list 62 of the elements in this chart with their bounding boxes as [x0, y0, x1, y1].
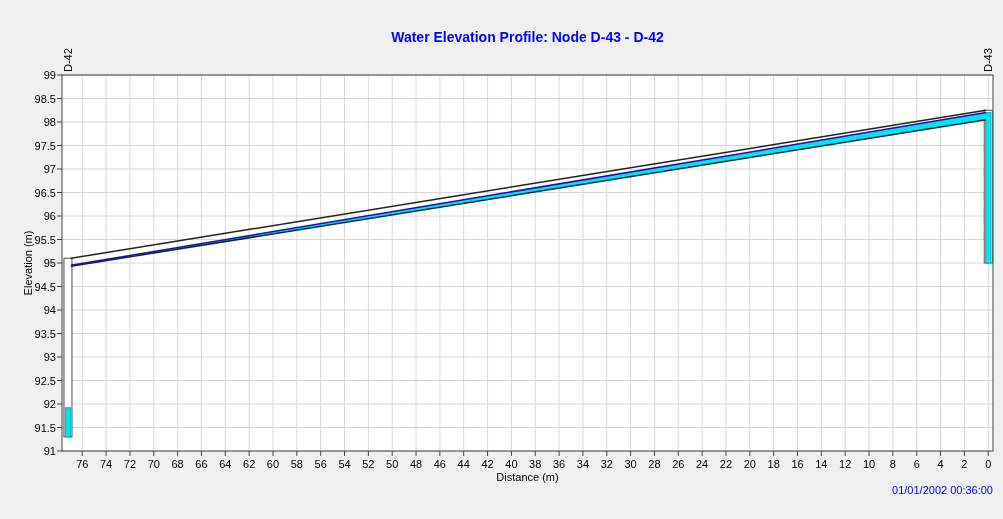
- x-tick-label: 48: [409, 458, 423, 470]
- chart-title: Water Elevation Profile: Node D-43 - D-42: [391, 29, 664, 45]
- x-tick-label: 64: [219, 458, 232, 470]
- x-tick-label: 44: [457, 458, 470, 470]
- x-tick-label: 62: [243, 458, 256, 470]
- x-tick-label: 2: [961, 458, 968, 470]
- y-tick-label: 99: [43, 69, 56, 81]
- x-tick-label: 28: [648, 458, 661, 470]
- x-tick-label: 76: [76, 458, 89, 470]
- x-tick-label: 68: [171, 458, 184, 470]
- x-tick-label: 42: [481, 458, 494, 470]
- y-tick-label: 98.5: [34, 92, 56, 105]
- y-tick-label: 94.5: [34, 280, 56, 293]
- x-tick-label: 50: [386, 458, 399, 470]
- x-tick-label: 32: [600, 458, 613, 470]
- x-tick-label: 20: [743, 458, 756, 470]
- x-tick-label: 66: [195, 458, 208, 470]
- x-tick-label: 30: [624, 458, 637, 470]
- y-axis-title: Elevation (m): [22, 230, 34, 296]
- x-tick-label: 14: [815, 458, 828, 470]
- x-tick-label: 60: [266, 458, 280, 470]
- y-tick-label: 92.5: [34, 374, 56, 387]
- x-tick-label: 26: [672, 458, 685, 470]
- x-tick-label: 8: [889, 458, 896, 470]
- y-tick-label: 92: [43, 398, 56, 410]
- x-tick-label: 0: [985, 458, 992, 470]
- y-tick-label: 98: [43, 116, 56, 128]
- x-tick-label: 58: [290, 458, 303, 470]
- x-tick-label: 12: [839, 458, 852, 470]
- y-tick-label: 93.5: [34, 327, 56, 340]
- y-tick-label: 95.5: [34, 233, 56, 246]
- x-tick-label: 54: [338, 458, 351, 470]
- text: D-42: [61, 48, 74, 72]
- x-tick-label: 24: [696, 458, 709, 470]
- y-tick-label: 96: [43, 210, 56, 222]
- text: D-43: [982, 48, 995, 72]
- x-tick-label: 38: [529, 458, 542, 470]
- x-tick-label: 34: [576, 458, 590, 470]
- x-tick-label: 72: [123, 458, 137, 470]
- text: 01/01/2002 00:36:00: [892, 484, 993, 496]
- y-tick-label: 91.5: [34, 421, 56, 434]
- y-tick-label: 96.5: [34, 186, 56, 199]
- x-tick-label: 70: [147, 458, 160, 470]
- x-tick-label: 6: [913, 458, 920, 470]
- x-tick-label: 36: [552, 458, 566, 470]
- x-axis-title: Distance (m): [496, 471, 559, 483]
- y-tick-label: 94: [43, 304, 56, 316]
- x-tick-label: 22: [719, 458, 733, 470]
- x-tick-label: 10: [862, 458, 876, 470]
- y-tick-label: 97: [43, 163, 56, 175]
- y-tick-label: 97.5: [34, 139, 56, 152]
- y-tick-label: 95: [43, 257, 56, 269]
- y-tick-label: 91: [43, 445, 56, 457]
- x-tick-label: 52: [362, 458, 375, 470]
- x-tick-label: 16: [791, 458, 804, 470]
- x-tick-label: 56: [314, 458, 327, 470]
- x-tick-label: 74: [99, 458, 113, 470]
- x-tick-label: 46: [433, 458, 447, 470]
- x-tick-label: 40: [505, 458, 518, 470]
- x-tick-label: 4: [937, 458, 944, 470]
- y-tick-label: 93: [43, 351, 56, 363]
- x-tick-label: 18: [767, 458, 780, 470]
